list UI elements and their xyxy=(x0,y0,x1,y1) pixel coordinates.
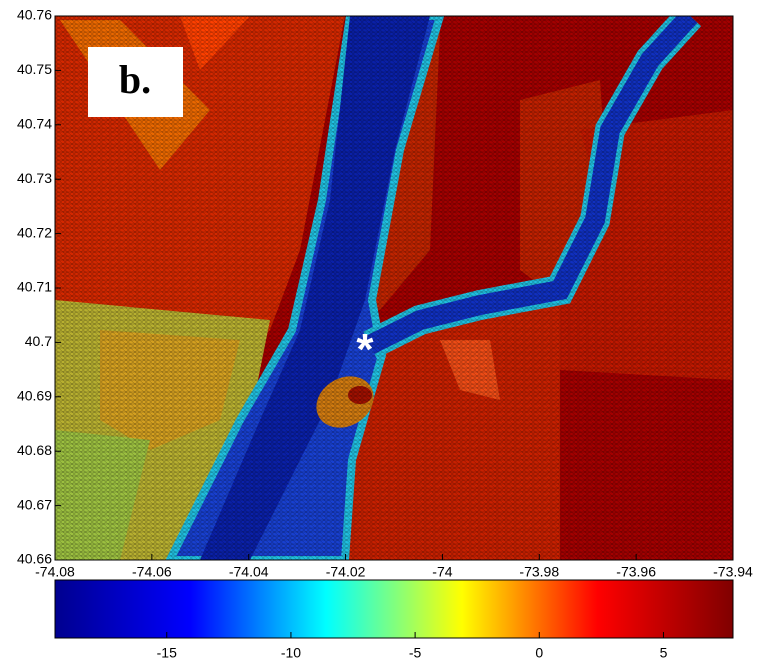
colorbar-tick-label: -15 xyxy=(157,645,177,661)
colorbar-tick-label: -5 xyxy=(409,645,422,661)
y-tick-label: 40.74 xyxy=(17,116,52,132)
y-tick-label: 40.71 xyxy=(17,279,52,295)
y-tick-label: 40.72 xyxy=(17,224,52,240)
panel-label: b. xyxy=(119,57,151,102)
y-tick-label: 40.73 xyxy=(17,170,52,186)
site-marker: * xyxy=(356,325,374,374)
x-tick-label: -73.98 xyxy=(519,564,559,580)
x-tick-label: -74.06 xyxy=(132,564,172,580)
figure: b. 40.6640.6740.6840.6940.740.7140.7240.… xyxy=(0,0,759,666)
colorbar-tick-label: 5 xyxy=(660,645,668,661)
colorbar-tick-label: 0 xyxy=(535,645,543,661)
y-tick-label: 40.7 xyxy=(25,333,52,349)
colorbar-tick-label: -10 xyxy=(281,645,301,661)
x-tick-label: -74 xyxy=(432,564,452,580)
y-tick-label: 40.69 xyxy=(17,388,52,404)
colorbar xyxy=(55,580,733,638)
y-tick-label: 40.76 xyxy=(17,7,52,23)
x-tick-label: -74.04 xyxy=(229,564,269,580)
y-tick-label: 40.75 xyxy=(17,61,52,77)
y-tick-label: 40.68 xyxy=(17,442,52,458)
x-tick-label: -73.94 xyxy=(713,564,753,580)
x-tick-label: -73.96 xyxy=(616,564,656,580)
y-tick-label: 40.67 xyxy=(17,496,52,512)
x-tick-label: -74.08 xyxy=(35,564,75,580)
x-tick-label: -74.02 xyxy=(326,564,366,580)
